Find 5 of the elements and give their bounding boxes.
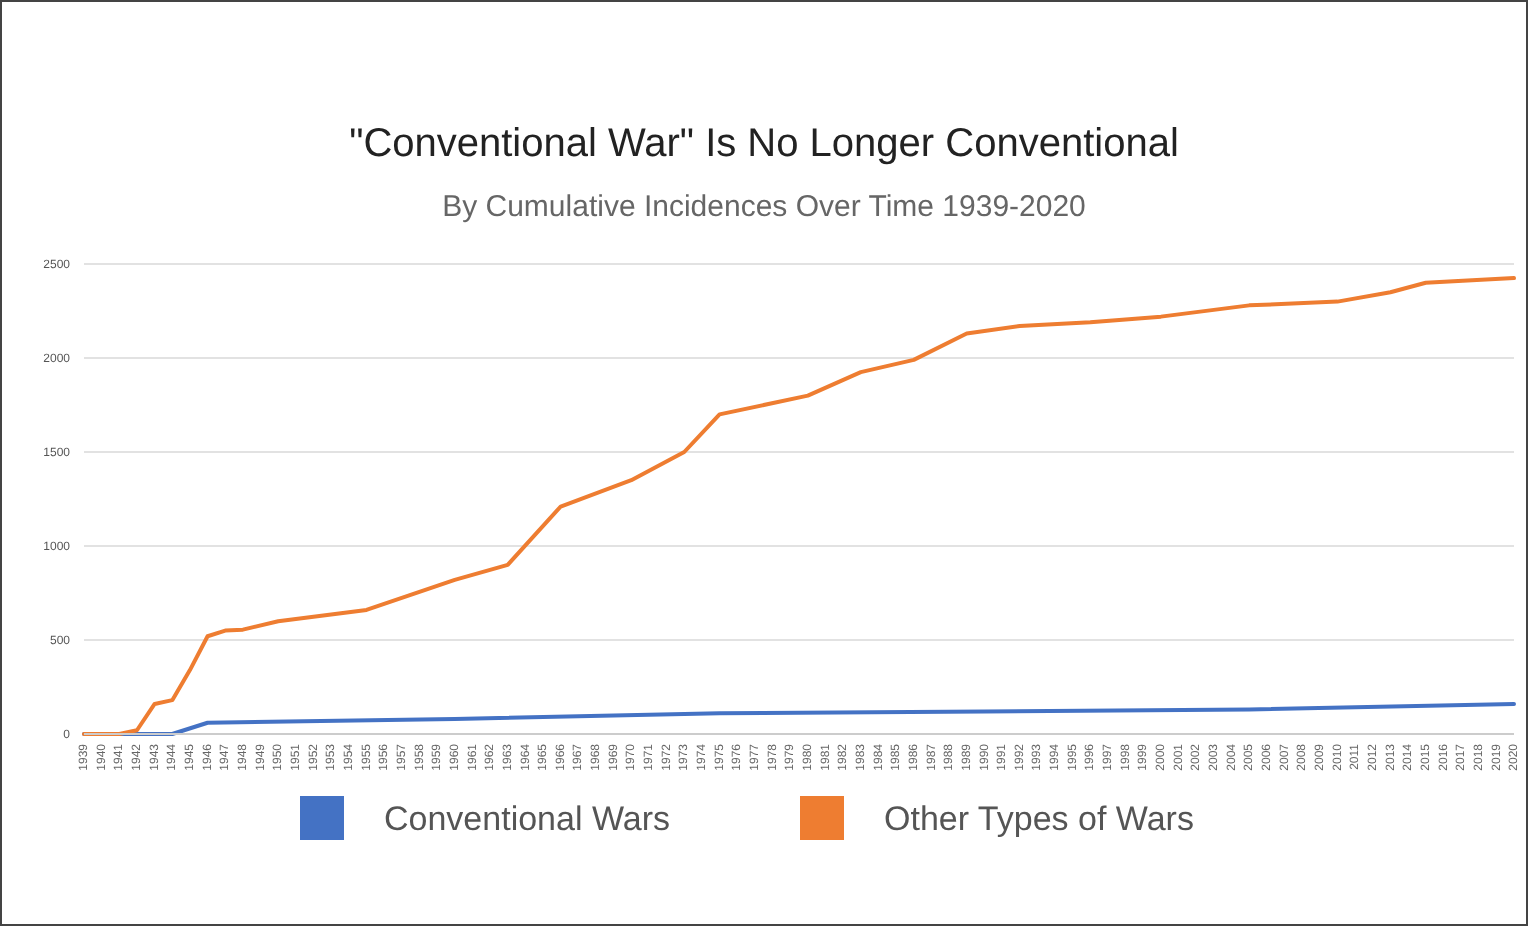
line-series [82, 276, 1516, 736]
chart-subtitle: By Cumulative Incidences Over Time 1939-2020 [442, 190, 1086, 224]
chart-title: "Conventional War" Is No Longer Conventional [349, 122, 1179, 166]
legend-label: Conventional Wars [384, 800, 670, 838]
legend-label: Other Types of Wars [884, 800, 1194, 838]
